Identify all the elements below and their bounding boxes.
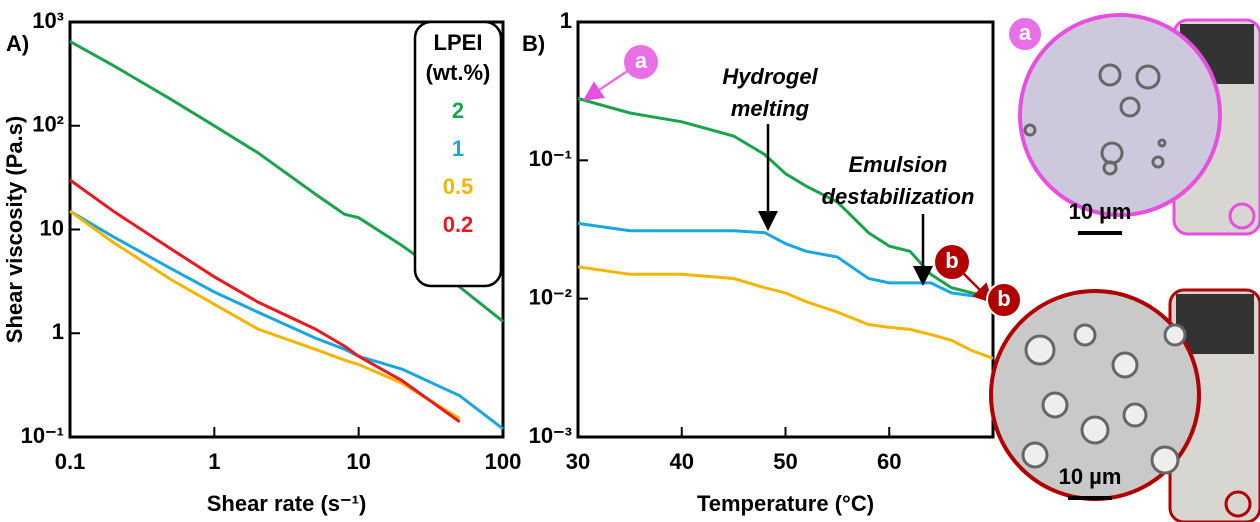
micrograph — [1018, 13, 1222, 217]
series-line — [69, 178, 461, 424]
vial-zoom-spot — [1224, 490, 1252, 518]
marker-badge — [624, 45, 658, 79]
vial-cap — [1176, 294, 1254, 354]
image-badge — [986, 282, 1022, 318]
particle — [1163, 323, 1187, 347]
x-tick-label: 60 — [877, 449, 901, 474]
annotation: Emulsion — [848, 152, 947, 177]
y-tick-label: 1 — [560, 8, 572, 33]
particle — [1102, 160, 1118, 176]
legend-entry: 0.5 — [443, 174, 474, 199]
particle — [1119, 96, 1141, 118]
y-tick-label: 10³ — [32, 8, 64, 33]
x-axis-title: Temperature (°C) — [697, 491, 874, 516]
legend-box — [413, 20, 503, 288]
x-tick-label: 30 — [566, 449, 590, 474]
y-tick-label: 10 — [40, 215, 64, 240]
series-line — [69, 209, 504, 430]
legend-title: (wt.%) — [426, 60, 491, 85]
particle — [1024, 334, 1056, 366]
particle — [1122, 402, 1148, 428]
particle — [1135, 64, 1161, 90]
x-tick-label: 0.1 — [55, 449, 86, 474]
x-tick-label: 1 — [208, 449, 220, 474]
legend-entry: 2 — [452, 98, 464, 123]
panel-label: A) — [6, 31, 29, 56]
particle — [1150, 445, 1180, 475]
marker-badge — [935, 245, 969, 279]
y-tick-label: 10⁻² — [529, 284, 572, 309]
image-label: a — [1019, 20, 1032, 45]
legend-entry: 1 — [452, 136, 464, 161]
particle — [1098, 63, 1122, 87]
image-badge — [1007, 16, 1043, 52]
x-tick-label: 10 — [346, 449, 370, 474]
legend-entry: 0.2 — [443, 212, 474, 237]
vial-zoom-spot — [1228, 202, 1256, 230]
particle — [1151, 155, 1165, 169]
y-tick-label: 10⁻³ — [529, 423, 572, 448]
x-tick-label: 40 — [670, 449, 694, 474]
annotation: melting — [731, 96, 810, 121]
particle — [1021, 441, 1049, 469]
x-tick-label: 50 — [773, 449, 797, 474]
panel-label: B) — [522, 31, 545, 56]
image-label: b — [997, 286, 1010, 311]
x-tick-label: 100 — [485, 449, 522, 474]
y-tick-label: 1 — [52, 319, 64, 344]
y-tick-label: 10² — [32, 112, 64, 137]
particle — [1023, 123, 1037, 137]
marker-label: b — [945, 248, 958, 273]
marker-label: a — [635, 48, 648, 73]
series-line — [577, 221, 994, 299]
particle — [1041, 391, 1069, 419]
x-axis-title: Shear rate (s⁻¹) — [207, 491, 367, 516]
series-line — [69, 209, 461, 420]
particle — [1080, 415, 1110, 445]
annotation: destabilization — [822, 184, 975, 209]
y-tick-label: 10⁻¹ — [21, 423, 64, 448]
particle — [1157, 138, 1167, 148]
y-tick-label: 10⁻¹ — [529, 146, 572, 171]
series-line — [577, 97, 994, 301]
legend-title: LPEI — [434, 30, 483, 55]
y-axis-title: Shear viscosity (Pa.s) — [2, 116, 27, 343]
scale-label: 10 µm — [1069, 199, 1132, 224]
particle — [1073, 323, 1097, 347]
series-line — [577, 265, 994, 360]
particle — [1111, 351, 1139, 379]
scale-label: 10 µm — [1059, 464, 1122, 489]
annotation: Hydrogel — [722, 64, 818, 89]
